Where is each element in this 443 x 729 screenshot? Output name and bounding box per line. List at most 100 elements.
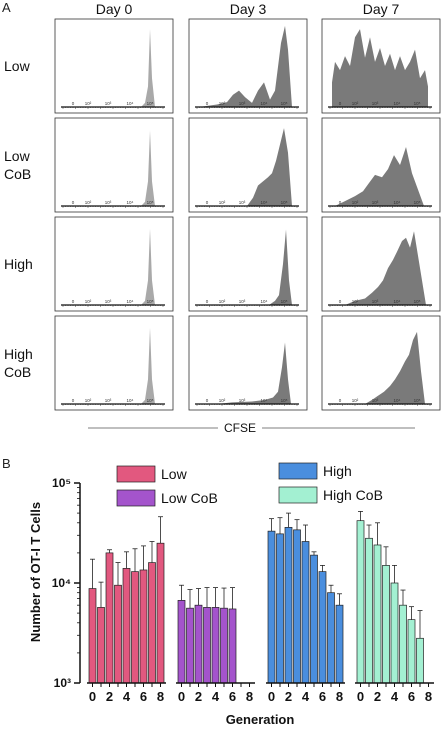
histogram-tick-label: 0: [72, 200, 75, 205]
x-tick-label: 2: [374, 689, 381, 704]
x-tick-label: 4: [302, 689, 310, 704]
bar-low-gen-7: [148, 562, 156, 684]
histogram-tick-label: 10³: [239, 101, 246, 106]
bar-low-gen-4: [122, 568, 131, 684]
bar-low-cob-gen-0: [177, 600, 186, 684]
histogram-panel-low-cob-day-3: 0 10² 10³ 10⁴ 10⁵: [188, 117, 308, 213]
y-tick-label: 10³: [54, 676, 71, 690]
x-axis-label: Generation: [226, 712, 295, 727]
row-label-high-cob: High CoB: [4, 346, 33, 380]
histogram-tick-label: 10²: [352, 299, 359, 304]
bar-high-gen-0: [267, 530, 276, 684]
cfse-axis-label: CFSE: [224, 421, 256, 435]
histogram-frame: [54, 216, 174, 312]
row-label-low-cob: Low CoB: [4, 148, 31, 182]
histogram-tick-label: 10²: [85, 398, 92, 403]
histogram-tick-label: 10⁴: [261, 299, 268, 304]
histogram-tick-label: 0: [206, 200, 209, 205]
legend-label-high-cob: High CoB: [323, 487, 383, 503]
x-tick-label: 8: [246, 689, 253, 704]
x-tick-label: 2: [195, 689, 202, 704]
y-axis-label: Number of OT-I T Cells: [28, 502, 43, 642]
x-tick-label: 2: [285, 689, 292, 704]
histogram-tick-label: 10⁴: [394, 200, 401, 205]
x-tick-label: 0: [89, 689, 96, 704]
histogram-tick-label: 10⁵: [414, 398, 421, 403]
histogram-tick-label: 10³: [372, 299, 379, 304]
bar-low-cob-gen-2: [194, 604, 203, 684]
x-tick-label: 6: [229, 689, 236, 704]
legend-swatch-high: [278, 462, 318, 480]
x-tick-label: 4: [391, 689, 399, 704]
histogram-tick-label: 10³: [239, 398, 246, 403]
column-header-day-0: Day 0: [96, 1, 133, 17]
histogram-tick-label: 0: [206, 101, 209, 106]
histogram-area: [141, 29, 155, 108]
legend-label-low-cob: Low CoB: [161, 490, 218, 506]
x-tick-label: 6: [140, 689, 147, 704]
bar-high-gen-3: [293, 529, 301, 684]
histogram-tick-label: 0: [339, 101, 342, 106]
x-tick-label: 2: [106, 689, 113, 704]
histogram-tick-label: 10⁵: [414, 101, 421, 106]
row-label-high: High: [4, 256, 33, 272]
histogram-tick-label: 10⁵: [281, 398, 288, 403]
bar-high-cob-gen-2: [373, 544, 382, 684]
histogram-tick-label: 10³: [105, 398, 112, 403]
histogram-tick-label: 0: [206, 398, 209, 403]
histogram-tick-label: 0: [339, 299, 342, 304]
bar-low-gen-8: [156, 542, 165, 684]
histogram-tick-label: 10²: [219, 200, 226, 205]
x-tick-label: 4: [212, 689, 220, 704]
histogram-area: [365, 331, 425, 404]
bar-high-cob-gen-3: [382, 565, 390, 684]
histogram-tick-label: 10²: [352, 101, 359, 106]
histogram-area: [141, 327, 155, 404]
histogram-tick-label: 0: [206, 299, 209, 304]
histogram-tick-label: 10⁵: [414, 299, 421, 304]
x-tick-label: 6: [408, 689, 415, 704]
x-tick-label: 4: [123, 689, 131, 704]
bar-low-gen-3: [114, 584, 122, 684]
x-tick-label: 8: [157, 689, 164, 704]
histogram-panel-low-cob-day-7: 0 10² 10³ 10⁴ 10⁵: [321, 117, 441, 213]
histogram-area: [217, 342, 291, 404]
histogram-panel-high-cob-day-3: 0 10² 10³ 10⁴ 10⁵: [188, 315, 308, 411]
bar-high-cob-gen-1: [365, 537, 373, 684]
histogram-tick-label: 10⁴: [261, 101, 268, 106]
bar-high-gen-7: [327, 592, 335, 684]
histogram-tick-label: 10²: [85, 299, 92, 304]
histogram-tick-label: 10⁵: [414, 200, 421, 205]
histogram-tick-label: 0: [339, 398, 342, 403]
histogram-panel-low-day-7: 0 10² 10³ 10⁴ 10⁵: [321, 18, 441, 114]
histogram-tick-label: 10⁵: [147, 200, 154, 205]
bar-high-gen-4: [301, 541, 310, 684]
bar-high-cob-gen-5: [399, 604, 407, 684]
histogram-panel-high-cob-day-7: 0 10² 10³ 10⁴ 10⁵: [321, 315, 441, 411]
legend-swatch-low: [116, 465, 156, 483]
histogram-panel-high-day-0: 0 10² 10³ 10⁴ 10⁵: [54, 216, 174, 312]
histogram-tick-label: 10³: [239, 200, 246, 205]
histogram-tick-label: 10⁴: [261, 200, 268, 205]
histogram-tick-label: 10³: [105, 200, 112, 205]
histogram-tick-label: 10²: [352, 398, 359, 403]
bar-low-gen-1: [97, 607, 105, 684]
x-tick-label: 6: [319, 689, 326, 704]
histogram-frame: [54, 117, 174, 213]
bar-low-cob-gen-1: [186, 607, 194, 684]
histogram-tick-label: 0: [72, 299, 75, 304]
histogram-tick-label: 0: [72, 101, 75, 106]
panel-a-histogram-grid: Day 0 Day 3 Day 7 Low Low CoB High High CoB 0 10² 1…: [4, 1, 441, 411]
histogram-tick-label: 10⁴: [127, 101, 134, 106]
bar-high-cob-gen-7: [416, 637, 424, 684]
histogram-panel-low-cob-day-0: 0 10² 10³ 10⁴ 10⁵: [54, 117, 174, 213]
histogram-frame: [54, 315, 174, 411]
histogram-panel-low-day-0: 0 10² 10³ 10⁴ 10⁵: [54, 18, 174, 114]
histogram-tick-label: 10²: [352, 200, 359, 205]
histogram-tick-label: 0: [72, 398, 75, 403]
bar-high-cob-gen-4: [390, 582, 399, 684]
bar-high-gen-6: [318, 571, 327, 684]
